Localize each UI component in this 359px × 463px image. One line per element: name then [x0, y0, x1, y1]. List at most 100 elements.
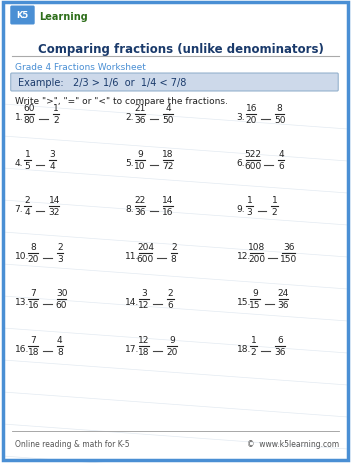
Text: 20: 20	[28, 255, 39, 263]
Text: 522: 522	[244, 150, 261, 159]
Text: 4: 4	[50, 162, 55, 171]
Text: ©  www.k5learning.com: © www.k5learning.com	[247, 439, 339, 448]
Text: 12.: 12.	[237, 252, 251, 261]
Text: 36: 36	[134, 207, 145, 217]
Text: 50: 50	[274, 116, 285, 125]
Text: 36: 36	[278, 300, 289, 309]
Text: 4: 4	[25, 207, 31, 217]
Text: 9: 9	[252, 288, 258, 297]
Text: 11.: 11.	[125, 252, 140, 261]
Text: 15: 15	[250, 300, 261, 309]
Text: 30: 30	[56, 288, 67, 297]
Text: 18: 18	[28, 347, 39, 356]
Text: 8: 8	[31, 243, 36, 251]
Text: 9: 9	[169, 335, 175, 344]
Text: 6: 6	[278, 162, 284, 171]
Text: 204: 204	[137, 243, 154, 251]
Text: 16: 16	[246, 104, 257, 113]
Text: 21: 21	[134, 104, 145, 113]
Text: 36: 36	[274, 347, 286, 356]
Text: 600: 600	[244, 162, 262, 171]
Text: 18: 18	[138, 347, 149, 356]
Text: 1: 1	[247, 195, 252, 205]
Text: 8: 8	[277, 104, 283, 113]
Text: Comparing fractions (unlike denominators): Comparing fractions (unlike denominators…	[38, 44, 324, 56]
Text: 14.: 14.	[125, 298, 139, 307]
Text: 16: 16	[162, 207, 174, 217]
Text: 10: 10	[134, 162, 145, 171]
Text: 2: 2	[272, 207, 277, 217]
Text: 1: 1	[53, 104, 59, 113]
Text: 2: 2	[171, 243, 177, 251]
Text: 20: 20	[166, 347, 178, 356]
Text: 2.: 2.	[125, 113, 134, 122]
Text: 2: 2	[53, 116, 59, 125]
Text: 3: 3	[57, 255, 63, 263]
Text: 5: 5	[25, 162, 31, 171]
Text: 80: 80	[24, 116, 35, 125]
Text: 18: 18	[162, 150, 174, 159]
Text: 4.: 4.	[15, 159, 23, 168]
Text: Write ">", "=" or "<" to compare the fractions.: Write ">", "=" or "<" to compare the fra…	[15, 97, 228, 106]
Text: 10.: 10.	[15, 252, 29, 261]
Text: 3.: 3.	[237, 113, 245, 122]
Text: Example:   2/3 > 1/6  or  1/4 < 7/8: Example: 2/3 > 1/6 or 1/4 < 7/8	[18, 78, 186, 88]
Text: 6.: 6.	[237, 159, 245, 168]
Text: 2: 2	[25, 195, 31, 205]
Text: 4: 4	[279, 150, 284, 159]
Text: 6: 6	[167, 300, 173, 309]
Text: 3: 3	[141, 288, 146, 297]
Text: 24: 24	[278, 288, 289, 297]
Text: 600: 600	[137, 255, 154, 263]
Text: K5: K5	[17, 12, 29, 20]
Text: 1: 1	[251, 335, 256, 344]
Text: 72: 72	[162, 162, 174, 171]
Text: 13.: 13.	[15, 298, 29, 307]
Text: 16: 16	[28, 300, 39, 309]
Text: 3: 3	[50, 150, 55, 159]
Text: 14: 14	[162, 195, 174, 205]
Text: 8.: 8.	[125, 205, 134, 214]
Text: 4: 4	[57, 335, 63, 344]
Text: Online reading & math for K-5: Online reading & math for K-5	[15, 439, 129, 448]
Text: 8: 8	[171, 255, 177, 263]
Text: Grade 4 Fractions Worksheet: Grade 4 Fractions Worksheet	[15, 63, 145, 72]
Text: 200: 200	[248, 255, 265, 263]
Text: 2: 2	[168, 288, 173, 297]
Text: 36: 36	[134, 116, 145, 125]
Text: 108: 108	[248, 243, 265, 251]
Text: 12: 12	[138, 300, 149, 309]
Text: 50: 50	[162, 116, 174, 125]
Text: 1: 1	[25, 150, 31, 159]
Text: 36: 36	[283, 243, 294, 251]
Text: 16.: 16.	[15, 345, 29, 354]
Text: 1: 1	[271, 195, 277, 205]
Text: 150: 150	[280, 255, 297, 263]
FancyBboxPatch shape	[10, 6, 35, 25]
Text: 22: 22	[134, 195, 145, 205]
Text: 4: 4	[165, 104, 171, 113]
Text: 9: 9	[137, 150, 143, 159]
Text: 60: 60	[56, 300, 67, 309]
Text: 6: 6	[277, 335, 283, 344]
Text: 17.: 17.	[125, 345, 140, 354]
FancyBboxPatch shape	[11, 74, 338, 92]
Text: 1.: 1.	[15, 113, 23, 122]
Text: 14: 14	[48, 195, 60, 205]
Text: Learning: Learning	[39, 12, 88, 22]
Text: 15.: 15.	[237, 298, 251, 307]
Text: 32: 32	[48, 207, 60, 217]
Text: 7.: 7.	[15, 205, 23, 214]
Text: 5.: 5.	[125, 159, 134, 168]
Text: 9.: 9.	[237, 205, 245, 214]
Text: 7: 7	[31, 288, 36, 297]
Text: 7: 7	[31, 335, 36, 344]
Text: 8: 8	[57, 347, 63, 356]
Text: 3: 3	[247, 207, 252, 217]
Text: 12: 12	[138, 335, 149, 344]
Text: 2: 2	[57, 243, 63, 251]
Text: 18.: 18.	[237, 345, 251, 354]
Text: 60: 60	[24, 104, 35, 113]
Text: 2: 2	[251, 347, 256, 356]
Text: 20: 20	[246, 116, 257, 125]
